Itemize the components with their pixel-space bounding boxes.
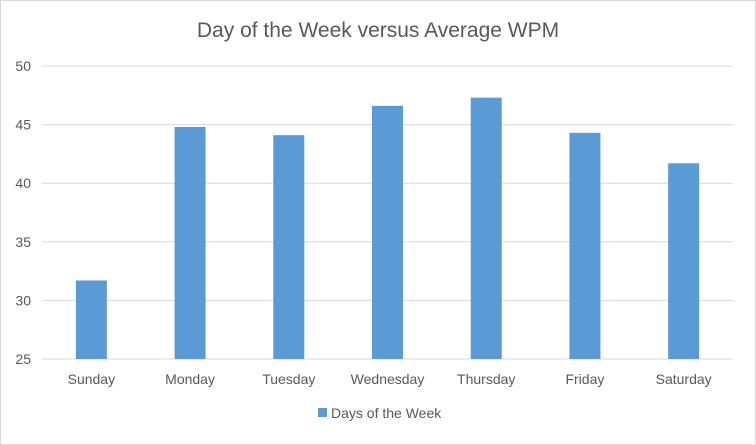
y-tick-label: 45 [15, 117, 31, 133]
legend: Days of the Week [318, 405, 442, 421]
x-tick-label-saturday: Saturday [656, 371, 712, 387]
x-tick-label-thursday: Thursday [457, 371, 515, 387]
bar-wednesday [372, 105, 403, 360]
y-tick-label: 25 [15, 351, 31, 367]
x-axis-ticks: Sunday Monday Tuesday Wednesday Thursday Frid… [68, 371, 712, 387]
y-tick-label: 50 [15, 58, 31, 74]
x-tick-label-monday: Monday [165, 371, 215, 387]
bar-tuesday [273, 135, 305, 359]
chart-title: Day of the Week versus Average WPM [197, 19, 559, 42]
x-tick-label-tuesday: Tuesday [262, 371, 315, 387]
bar-friday [569, 132, 601, 359]
bars [75, 97, 700, 360]
y-tick-label: 30 [15, 292, 31, 308]
bar-sunday [75, 280, 107, 359]
bar-thursday [470, 97, 502, 360]
legend-label: Days of the Week [331, 405, 442, 421]
bar-monday [174, 126, 206, 359]
legend-swatch [318, 408, 327, 417]
y-axis-ticks: 25 30 35 40 45 50 [15, 58, 31, 367]
y-tick-label: 35 [15, 234, 31, 250]
x-tick-label-wednesday: Wednesday [351, 371, 425, 387]
y-tick-label: 40 [15, 175, 31, 191]
x-tick-label-friday: Friday [565, 371, 604, 387]
x-tick-label-sunday: Sunday [68, 371, 115, 387]
bar-saturday [668, 163, 700, 359]
